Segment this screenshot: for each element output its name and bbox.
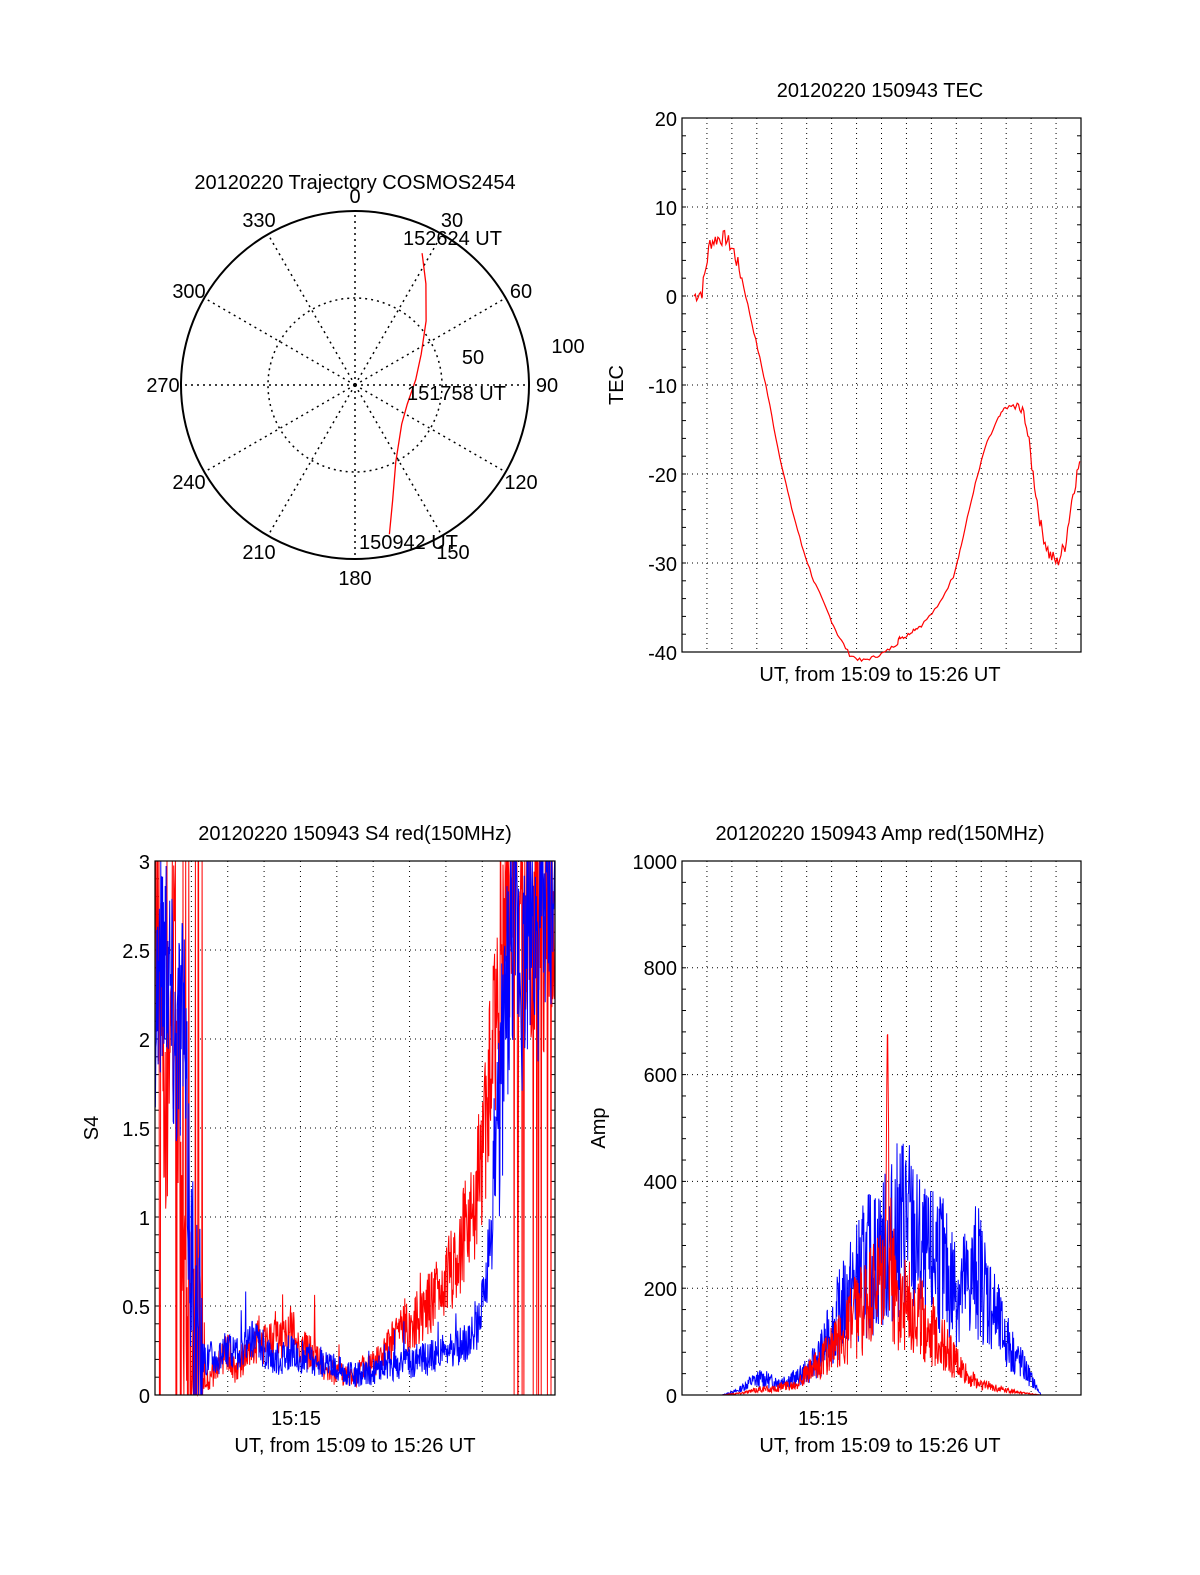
azimuth-label: 60 [510,281,532,303]
azimuth-label: 210 [242,542,275,564]
y-tick-label: 1000 [633,852,678,874]
y-tick-label: -10 [648,376,677,398]
y-tick-label: 1.5 [122,1119,150,1141]
tec-panel: 20120220 150943 TEC 20 10 0 -10 -20 -30 … [606,80,1082,686]
trajectory-title: 20120220 Trajectory COSMOS2454 [194,172,515,194]
s4-plot-frame [154,860,556,1396]
y-tick-label: 600 [644,1065,677,1087]
polar-grid-circle [267,297,443,473]
azimuth-label: 120 [504,472,537,494]
series-line-red [682,1034,1081,1396]
x-tick-label: 15:15 [271,1408,321,1430]
y-tick-label: 800 [644,958,677,980]
series-line-blue [154,860,556,1396]
y-tick-label: 0 [666,287,677,309]
polar-azimuth-labels: 0 30 60 90 120 150 180 210 240 270 300 3… [146,186,558,590]
tec-title: 20120220 150943 TEC [777,80,983,102]
polar-spoke [267,233,356,386]
tec-grid [682,118,1081,652]
radial-label: 100 [551,336,584,358]
s4-y-axis-label: S4 [81,1116,103,1140]
tec-x-axis-label: UT, from 15:09 to 15:26 UT [759,664,1000,686]
azimuth-label: 0 [349,186,360,208]
y-tick-label: 10 [655,198,677,220]
azimuth-label: 300 [172,281,205,303]
polar-spoke [354,233,443,386]
polar-spoke [267,384,356,537]
y-tick-label: -40 [648,643,677,665]
amp-title: 20120220 150943 Amp red(150MHz) [715,823,1044,845]
s4-title: 20120220 150943 S4 red(150MHz) [198,823,512,845]
s4-data-layer [154,860,556,1397]
polar-spoke [354,384,443,537]
trajectory-time-label: 152624 UT [403,228,502,250]
amp-data-layer [682,1034,1081,1396]
azimuth-label: 270 [146,375,179,397]
s4-y-ticks: 3 2.5 2 1.5 1 0.5 0 [122,852,150,1408]
y-tick-label: 0 [666,1386,677,1408]
y-tick-label: 2 [139,1030,150,1052]
trajectory-time-label: 151758 UT [407,383,506,405]
trajectory-panel: 20120220 Trajectory COSMOS2454 0 30 60 9… [146,172,584,590]
polar-spoke [203,384,356,473]
radial-label: 50 [462,347,484,369]
azimuth-label: 240 [172,472,205,494]
amp-y-axis-label: Amp [588,1107,610,1148]
tec-series-line [693,229,1081,663]
azimuth-label: 30 [441,210,463,232]
polar-grid [181,211,529,559]
amp-plot-frame [681,860,1082,1396]
y-tick-label: 200 [644,1279,677,1301]
y-tick-label: 1 [139,1208,150,1230]
x-tick-label: 15:15 [798,1408,848,1430]
polar-spoke [354,384,507,473]
trajectory-time-label: 150942 UT [359,532,458,554]
y-tick-label: 0.5 [122,1297,150,1319]
azimuth-label: 150 [436,542,469,564]
y-tick-label: 0 [139,1386,150,1408]
trajectory-line [388,253,427,535]
azimuth-label: 330 [242,210,275,232]
amp-y-ticks: 1000 800 600 400 200 0 [633,852,678,1408]
tec-y-ticks: 20 10 0 -10 -20 -30 -40 [648,109,677,665]
s4-x-axis-label: UT, from 15:09 to 15:26 UT [234,1435,475,1457]
polar-outer-circle [180,210,530,560]
y-tick-label: -20 [648,465,677,487]
y-tick-label: 20 [655,109,677,131]
y-tick-label: -30 [648,554,677,576]
azimuth-label: 90 [536,375,558,397]
amp-x-axis-label: UT, from 15:09 to 15:26 UT [759,1435,1000,1457]
tec-y-axis-label: TEC [606,365,628,405]
amp-panel: 20120220 150943 Amp red(150MHz) 1000 800… [588,823,1082,1457]
polar-spoke [203,297,356,386]
s4-panel: 20120220 150943 S4 red(150MHz) 3 2.5 2 1… [81,823,556,1457]
y-tick-label: 2.5 [122,941,150,963]
azimuth-label: 180 [338,568,371,590]
y-tick-label: 400 [644,1172,677,1194]
y-tick-label: 3 [139,852,150,874]
tec-plot-frame [681,117,1082,653]
polar-spoke [354,297,507,386]
